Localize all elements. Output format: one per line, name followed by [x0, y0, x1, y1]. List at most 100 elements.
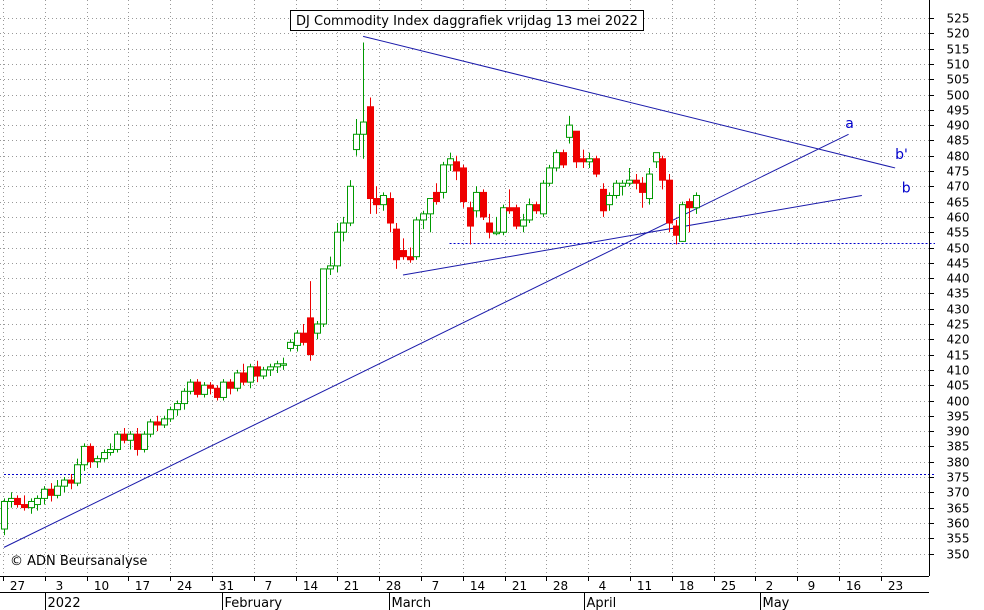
candle	[566, 115, 573, 144]
horizontal-levels	[4, 243, 935, 475]
candle-body	[134, 433, 141, 450]
candle	[613, 180, 620, 199]
candle-body	[87, 445, 94, 463]
y-tick-label: 410	[947, 364, 970, 378]
candle	[234, 369, 241, 392]
candle-body	[540, 182, 547, 215]
x-tick-label: 7	[265, 579, 273, 593]
candle-body	[646, 173, 653, 200]
candle-body	[613, 182, 620, 196]
candle-body	[407, 256, 414, 261]
candle-body	[373, 198, 380, 206]
candle-body	[34, 497, 41, 506]
candle-body	[633, 179, 640, 184]
candle	[573, 130, 580, 168]
candle-body	[433, 191, 440, 203]
y-tick-label: 510	[947, 58, 970, 72]
candle-body	[467, 207, 474, 227]
candle	[387, 192, 394, 233]
x-tick-label: 10	[94, 579, 109, 593]
candle-body	[107, 448, 114, 454]
candle	[420, 210, 427, 230]
candle-body	[141, 433, 148, 450]
trendline-b	[402, 194, 862, 276]
candle	[134, 428, 141, 456]
candle-body	[294, 332, 301, 346]
x-tick-label: 18	[679, 579, 694, 593]
candle	[360, 42, 367, 159]
candle-body	[653, 152, 660, 163]
y-tick-label: 465	[947, 196, 970, 210]
x-tick-label: 17	[135, 579, 150, 593]
candle-body	[247, 366, 254, 383]
candle-body	[480, 191, 487, 218]
candle-body	[546, 167, 553, 184]
y-tick-label: 445	[947, 257, 970, 271]
candle-body	[693, 194, 700, 209]
candle-body	[580, 158, 587, 163]
candle-body	[94, 458, 101, 463]
candle-body	[413, 219, 420, 258]
candle-body	[380, 194, 387, 206]
candle-body	[167, 409, 174, 420]
candle-body	[353, 133, 360, 151]
candle-body	[520, 219, 527, 227]
candle-body	[393, 228, 400, 261]
chart-title: DJ Commodity Index daggrafiek vrijdag 13…	[296, 14, 638, 29]
candle	[74, 458, 81, 487]
candle-body	[320, 268, 327, 325]
y-tick-label: 365	[947, 502, 970, 516]
candle	[54, 480, 61, 499]
candle	[593, 155, 600, 178]
y-tick-label: 490	[947, 119, 970, 133]
y-tick-label: 505	[947, 73, 970, 87]
candle	[460, 164, 467, 208]
y-tick-label: 500	[947, 89, 970, 103]
candle-body	[174, 403, 181, 411]
candle	[646, 167, 653, 205]
y-tick-label: 385	[947, 440, 970, 454]
candle-body	[234, 372, 241, 389]
candle	[147, 418, 154, 438]
candle-body	[161, 418, 168, 426]
candle-body	[300, 332, 307, 343]
candle	[453, 155, 460, 181]
y-tick-label: 515	[947, 43, 970, 57]
candle-body	[659, 158, 666, 181]
candle-body	[1, 500, 8, 530]
candle-body	[606, 194, 613, 206]
candle-body	[600, 188, 607, 212]
candle	[626, 167, 633, 187]
x-tick-label: 3	[56, 579, 64, 593]
trendline-label: b	[902, 180, 911, 196]
candle-body	[287, 341, 294, 349]
candle	[14, 495, 21, 508]
candle	[686, 198, 693, 233]
candle-body	[280, 363, 287, 366]
candle	[280, 357, 287, 370]
candle-body	[274, 363, 281, 368]
y-tick-label: 355	[947, 532, 970, 546]
candle-body	[334, 231, 341, 267]
x-tick-label: 21	[512, 579, 527, 593]
x-tick-label: 4	[599, 579, 607, 593]
candle-body	[127, 433, 134, 441]
candle-body	[314, 323, 321, 334]
candle	[560, 149, 567, 168]
candle-body	[201, 384, 208, 395]
x-tick-label: 2	[766, 579, 774, 593]
y-tick-label: 370	[947, 486, 970, 500]
candles	[1, 42, 700, 536]
candle	[260, 366, 267, 380]
candle	[480, 189, 487, 220]
y-tick-label: 455	[947, 226, 970, 240]
candle-body	[686, 201, 693, 209]
candle	[141, 431, 148, 453]
candle	[154, 415, 161, 432]
candle-body	[81, 445, 88, 466]
candle-body	[639, 182, 646, 193]
candle	[114, 431, 121, 453]
candle-body	[14, 497, 21, 506]
candle	[127, 431, 134, 450]
y-tick-label: 405	[947, 379, 970, 393]
